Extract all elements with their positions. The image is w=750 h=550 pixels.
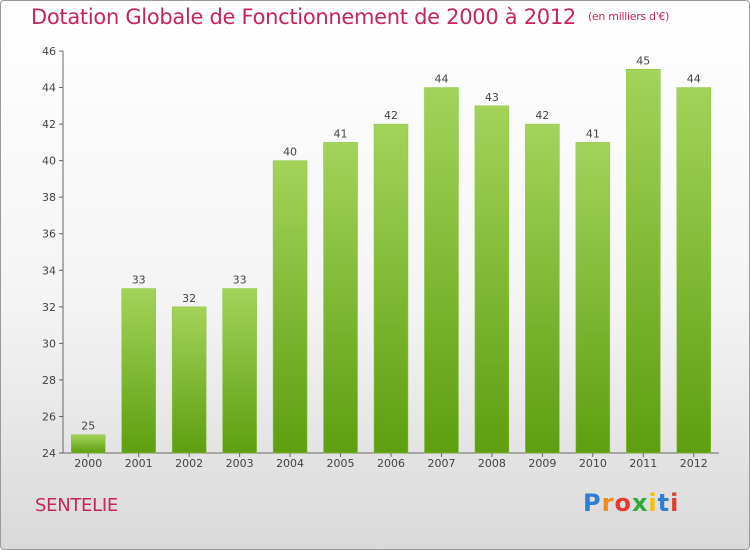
data-label: 25 bbox=[81, 420, 95, 433]
data-label: 42 bbox=[535, 109, 549, 122]
x-tick-label: 2010 bbox=[579, 457, 607, 470]
y-tick-label: 46 bbox=[42, 45, 56, 58]
data-label: 40 bbox=[283, 146, 297, 159]
bar bbox=[525, 123, 560, 454]
title-text: Dotation Globale de Fonctionnement de 20… bbox=[31, 5, 576, 29]
x-tick-label: 2000 bbox=[74, 457, 102, 470]
y-tick-label: 38 bbox=[42, 191, 56, 204]
y-tick-label: 30 bbox=[42, 337, 56, 350]
proxiti-logo: Proxiti bbox=[583, 489, 680, 517]
bar bbox=[474, 105, 510, 454]
y-tick-label: 34 bbox=[42, 264, 56, 277]
x-tick-label: 2011 bbox=[629, 457, 657, 470]
data-label: 44 bbox=[434, 73, 448, 86]
y-tick-label: 32 bbox=[42, 301, 56, 314]
y-tick-label: 44 bbox=[42, 82, 56, 95]
x-tick-label: 2005 bbox=[327, 457, 355, 470]
data-label: 41 bbox=[334, 127, 348, 140]
bar bbox=[676, 87, 712, 454]
y-tick-label: 40 bbox=[42, 155, 56, 168]
x-tick-label: 2006 bbox=[377, 457, 405, 470]
y-tick-label: 28 bbox=[42, 374, 56, 387]
data-label: 45 bbox=[636, 54, 650, 67]
x-tick-label: 2003 bbox=[226, 457, 254, 470]
commune-name: SENTELIE bbox=[35, 495, 118, 516]
data-label: 33 bbox=[132, 274, 146, 287]
chart-title: Dotation Globale de Fonctionnement de 20… bbox=[31, 5, 669, 29]
data-label: 32 bbox=[182, 292, 196, 305]
x-tick-label: 2012 bbox=[680, 457, 708, 470]
data-label: 33 bbox=[233, 274, 247, 287]
y-tick-label: 26 bbox=[42, 410, 56, 423]
bar bbox=[171, 306, 207, 454]
bar bbox=[323, 142, 358, 454]
x-tick-label: 2001 bbox=[125, 457, 153, 470]
bar bbox=[222, 288, 257, 454]
data-label: 44 bbox=[687, 73, 701, 86]
bar bbox=[626, 69, 661, 454]
bar bbox=[373, 123, 409, 454]
unit-note: (en milliers d'€) bbox=[587, 10, 670, 23]
y-tick-label: 36 bbox=[42, 228, 56, 241]
data-label: 43 bbox=[485, 91, 499, 104]
x-tick-label: 2007 bbox=[427, 457, 455, 470]
y-tick-label: 42 bbox=[42, 118, 56, 131]
data-label: 42 bbox=[384, 109, 398, 122]
bar bbox=[424, 87, 459, 454]
bar bbox=[272, 160, 308, 454]
x-tick-label: 2004 bbox=[276, 457, 304, 470]
bar bbox=[70, 434, 106, 454]
data-label: 41 bbox=[586, 127, 600, 140]
x-tick-label: 2009 bbox=[528, 457, 556, 470]
x-tick-label: 2002 bbox=[175, 457, 203, 470]
y-tick-label: 24 bbox=[42, 447, 56, 460]
x-tick-label: 2008 bbox=[478, 457, 506, 470]
bar bbox=[575, 142, 611, 454]
bar bbox=[121, 288, 156, 454]
